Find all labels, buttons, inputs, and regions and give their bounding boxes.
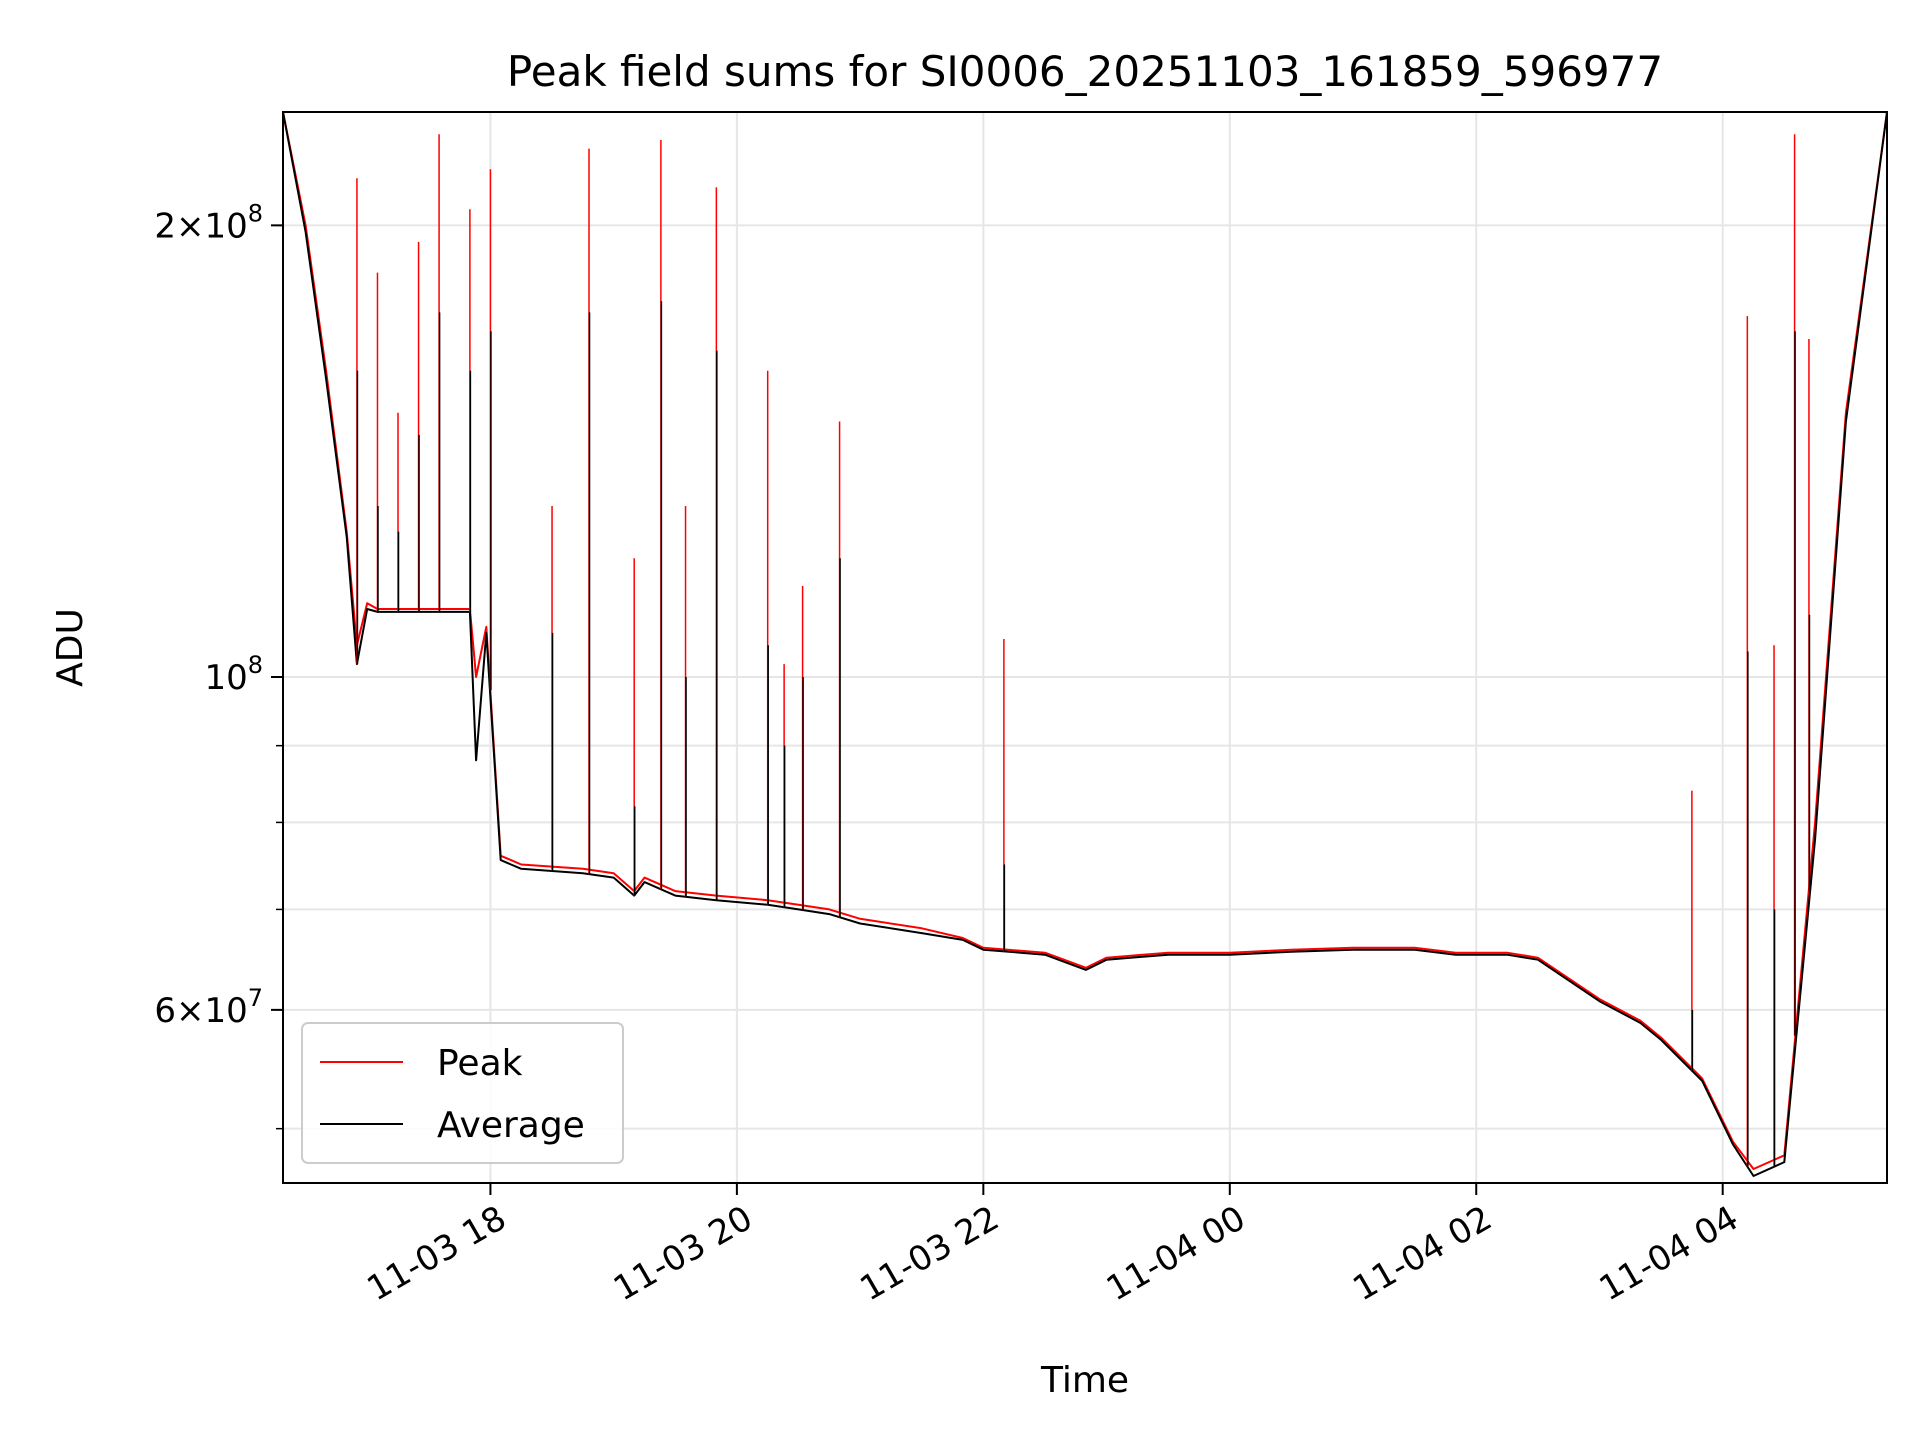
series-layer xyxy=(282,111,1888,1177)
series-line-average xyxy=(282,111,1888,1177)
y-tick-times: × xyxy=(176,206,205,246)
legend-label-average: Average xyxy=(437,1105,585,1146)
legend-label-peak: Peak xyxy=(437,1043,523,1084)
grid-layer xyxy=(283,112,1887,1183)
y-tick-base: 10 xyxy=(204,658,247,698)
y-tick-exponent: 8 xyxy=(248,651,263,679)
y-tick-mantissa: 6 xyxy=(154,991,176,1031)
y-tick-exponent: 8 xyxy=(248,199,263,227)
legend: Peak Average xyxy=(301,1022,624,1164)
y-tick-times: × xyxy=(176,991,205,1031)
y-tick-label: 108 xyxy=(204,651,263,698)
y-tick-label: 6×107 xyxy=(154,984,263,1031)
plot-frame xyxy=(282,111,1888,1184)
y-tick-base: 10 xyxy=(204,991,247,1031)
series-line-peak xyxy=(282,111,1888,1170)
y-tick-mantissa: 2 xyxy=(154,206,176,246)
y-tick-exponent: 7 xyxy=(248,984,263,1012)
y-axis-title: ADU xyxy=(50,608,91,687)
x-axis-title: Time xyxy=(1040,1360,1129,1401)
y-tick-base: 10 xyxy=(204,206,247,246)
y-tick-label: 2×108 xyxy=(154,199,263,246)
legend-box xyxy=(301,1022,624,1164)
chart-title: Peak field sums for SI0006_20251103_1618… xyxy=(507,47,1663,96)
